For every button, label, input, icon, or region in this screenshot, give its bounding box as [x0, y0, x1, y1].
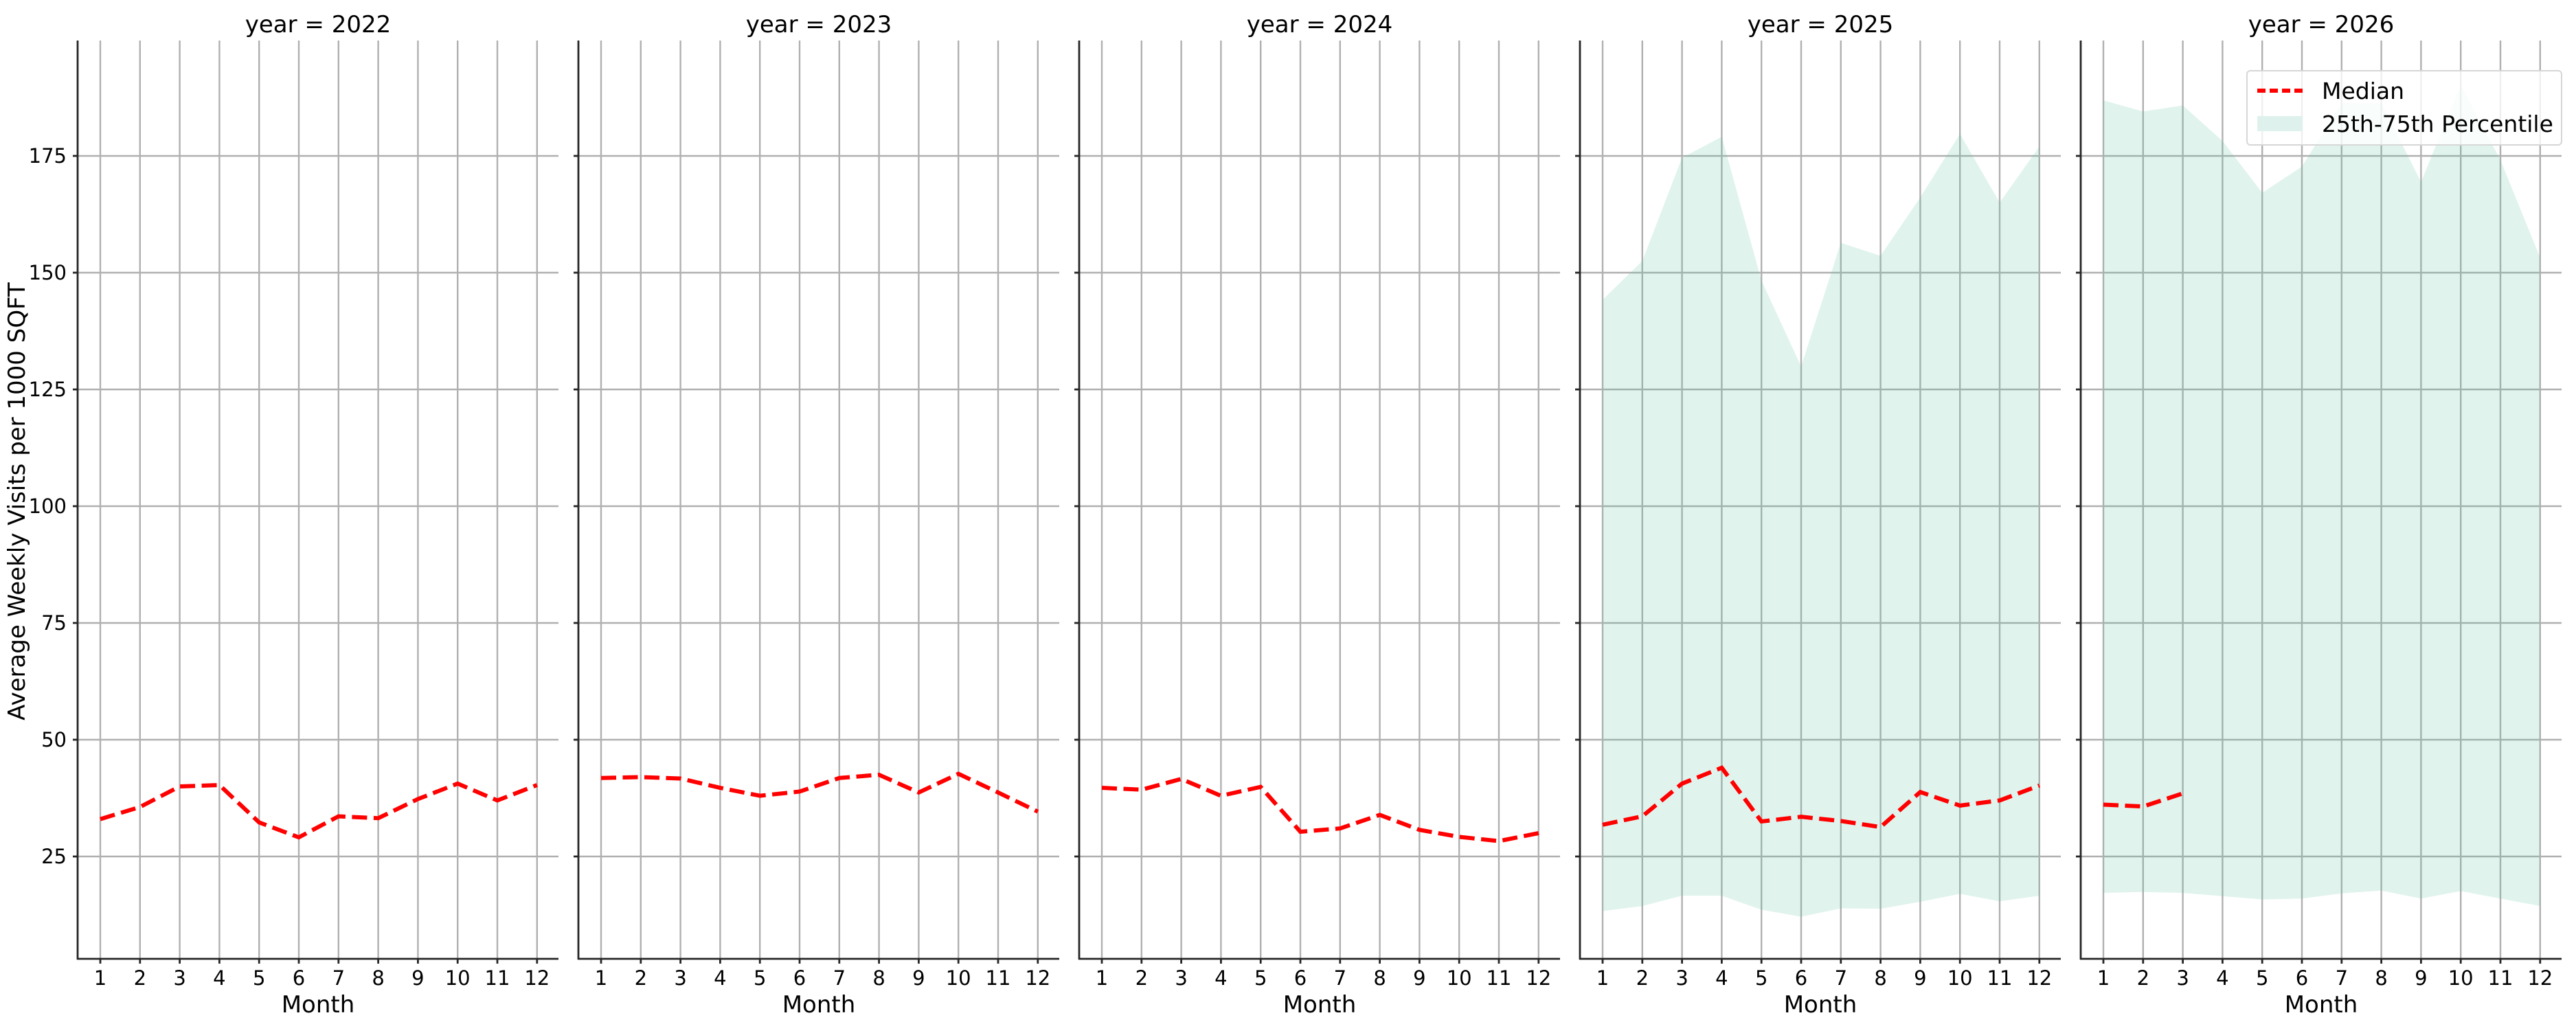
x-tick-label: 7 [2336, 966, 2348, 990]
median-line-swatch-icon [2257, 89, 2303, 93]
legend-item-median: Median [2257, 76, 2404, 106]
x-tick-label: 9 [1413, 966, 1425, 990]
x-tick-label: 5 [253, 966, 265, 990]
x-tick-label: 7 [1835, 966, 1847, 990]
y-tick-label: 75 [41, 611, 67, 635]
panel-title: year = 2025 [1748, 11, 1893, 38]
x-tick-label: 10 [1947, 966, 1973, 990]
y-tick-label: 100 [29, 495, 67, 518]
legend-band-label: 25th-75th Percentile [2322, 110, 2553, 137]
x-tick-label: 2 [134, 966, 146, 990]
y-axis-label: Average Weekly Visits per 1000 SQFT [3, 282, 31, 720]
x-tick-label: 8 [872, 966, 885, 990]
x-axis-label: Month [1784, 991, 1857, 1019]
x-tick-label: 8 [1874, 966, 1886, 990]
x-tick-label: 12 [1025, 966, 1050, 990]
x-tick-label: 4 [1214, 966, 1227, 990]
x-tick-label: 12 [2026, 966, 2052, 990]
x-tick-label: 4 [2216, 966, 2228, 990]
x-tick-label: 7 [1334, 966, 1346, 990]
x-tick-label: 7 [833, 966, 846, 990]
x-tick-label: 9 [411, 966, 424, 990]
x-tick-label: 3 [173, 966, 185, 990]
y-tick-label: 50 [41, 728, 67, 751]
median-line [100, 781, 538, 840]
x-tick-label: 7 [332, 966, 345, 990]
x-tick-label: 3 [674, 966, 686, 990]
median-line [600, 771, 1039, 814]
x-tick-label: 1 [94, 966, 106, 990]
x-axis-label: Month [1283, 991, 1357, 1019]
x-tick-label: 12 [1526, 966, 1551, 990]
x-tick-label: 4 [213, 966, 225, 990]
x-tick-label: 12 [2527, 966, 2553, 990]
x-axis-label: Month [782, 991, 856, 1019]
panel-title: year = 2023 [746, 11, 892, 38]
band-fill-swatch-icon [2257, 116, 2303, 131]
x-tick-label: 6 [293, 966, 305, 990]
x-tick-label: 11 [986, 966, 1011, 990]
y-tick-label: 175 [29, 144, 67, 168]
median-line [2103, 791, 2184, 809]
x-tick-label: 11 [485, 966, 510, 990]
x-tick-label: 11 [1987, 966, 2013, 990]
x-tick-label: 9 [2415, 966, 2427, 990]
x-tick-label: 6 [1795, 966, 1807, 990]
legend: Median 25th-75th Percentile [2246, 70, 2562, 146]
panel-title: year = 2022 [245, 11, 391, 38]
x-tick-label: 6 [793, 966, 806, 990]
x-tick-label: 6 [2296, 966, 2308, 990]
panel-title: year = 2026 [2248, 11, 2394, 38]
y-tick-label: 25 [41, 845, 67, 868]
x-tick-label: 10 [2448, 966, 2474, 990]
x-tick-label: 4 [1715, 966, 1728, 990]
percentile-band [1603, 134, 2040, 917]
panel-title: year = 2024 [1247, 11, 1392, 38]
x-tick-label: 10 [1447, 966, 1472, 990]
x-tick-label: 5 [1254, 966, 1267, 990]
x-axis-label: Month [282, 991, 355, 1019]
x-tick-label: 8 [372, 966, 384, 990]
x-tick-label: 11 [2488, 966, 2513, 990]
x-tick-label: 9 [1914, 966, 1926, 990]
x-tick-label: 1 [2097, 966, 2110, 990]
x-tick-label: 11 [1487, 966, 1512, 990]
x-tick-label: 8 [2375, 966, 2387, 990]
x-tick-label: 2 [2137, 966, 2149, 990]
x-tick-label: 1 [1096, 966, 1108, 990]
x-tick-label: 2 [1136, 966, 1148, 990]
x-tick-label: 12 [524, 966, 550, 990]
x-tick-label: 3 [2176, 966, 2189, 990]
x-tick-label: 4 [714, 966, 726, 990]
x-axis-label: Month [2285, 991, 2358, 1019]
x-tick-label: 6 [1294, 966, 1307, 990]
x-tick-label: 5 [1755, 966, 1767, 990]
x-tick-label: 10 [946, 966, 971, 990]
percentile-band [2103, 84, 2540, 907]
x-tick-label: 1 [1596, 966, 1609, 990]
legend-median-label: Median [2322, 77, 2405, 104]
x-tick-label: 3 [1175, 966, 1187, 990]
x-tick-label: 1 [595, 966, 607, 990]
x-tick-label: 2 [1636, 966, 1649, 990]
x-tick-label: 2 [635, 966, 647, 990]
y-tick-label: 150 [29, 261, 67, 284]
y-tick-label: 125 [29, 378, 67, 401]
median-line [1602, 765, 2040, 830]
median-line [1101, 776, 1539, 843]
x-tick-label: 9 [912, 966, 925, 990]
x-tick-label: 3 [1675, 966, 1688, 990]
x-tick-label: 5 [754, 966, 766, 990]
x-tick-label: 8 [1373, 966, 1386, 990]
x-tick-label: 10 [445, 966, 471, 990]
x-tick-label: 5 [2256, 966, 2268, 990]
legend-item-percentile-band: 25th-75th Percentile [2257, 109, 2553, 139]
